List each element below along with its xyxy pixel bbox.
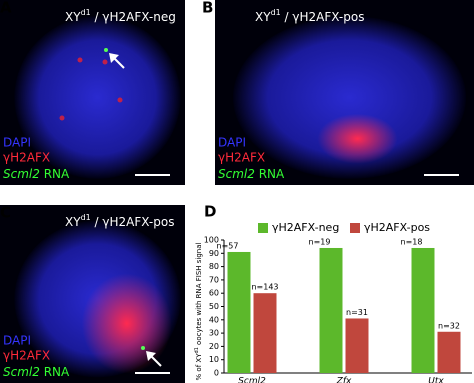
h2afx-dot bbox=[102, 59, 108, 65]
rna: RNA bbox=[259, 167, 285, 181]
legend-rna: Scml2 RNA bbox=[218, 167, 285, 181]
legend-label: γH2AFX-pos bbox=[364, 221, 430, 234]
title-sup: d1 bbox=[271, 8, 281, 17]
bar bbox=[253, 293, 277, 373]
legend-rna: Scml2 RNA bbox=[3, 167, 70, 181]
bar bbox=[227, 251, 251, 373]
y-tick-label: 70 bbox=[209, 275, 219, 284]
panel-label: D bbox=[204, 203, 216, 221]
legend-swatch bbox=[258, 223, 268, 233]
x-tick-label: Scml2 bbox=[238, 377, 266, 383]
panel-title: XYd1 / γH2AFX-pos bbox=[65, 213, 174, 229]
y-tick-label: 80 bbox=[209, 262, 219, 271]
bar bbox=[319, 247, 343, 373]
n-label: n=143 bbox=[251, 283, 278, 292]
y-axis-label: % of XYd1 oocytes with RNA FISH signal bbox=[194, 242, 204, 380]
legend-h2afx: γH2AFX bbox=[3, 349, 50, 363]
gene: Scml2 bbox=[3, 365, 40, 379]
title-main: XY bbox=[65, 10, 81, 24]
h2afx-signal bbox=[81, 273, 172, 374]
rna-dot bbox=[141, 346, 145, 350]
y-tick-label: 60 bbox=[209, 289, 219, 298]
bar bbox=[345, 318, 369, 373]
panel-label: A bbox=[0, 0, 12, 17]
title-rest: / γH2AFX-pos bbox=[281, 10, 365, 24]
panel-label: C bbox=[0, 204, 11, 222]
panel-title: XYd1 / γH2AFX-neg bbox=[65, 8, 176, 24]
y-label-main: % of XY bbox=[195, 353, 203, 381]
y-tick-label: 10 bbox=[209, 355, 219, 364]
h2afx-signal bbox=[317, 113, 398, 164]
y-label-sup: d1 bbox=[194, 347, 200, 353]
n-label: n=57 bbox=[217, 241, 239, 250]
gene: Scml2 bbox=[3, 167, 40, 181]
y-tick-label: 100 bbox=[204, 236, 219, 245]
title-main: XY bbox=[65, 215, 81, 229]
legend-h2afx: γH2AFX bbox=[218, 151, 265, 165]
title-sup: d1 bbox=[81, 213, 91, 222]
h2afx-dot bbox=[117, 97, 123, 103]
n-label: n=32 bbox=[438, 321, 460, 330]
y-tick-label: 30 bbox=[209, 329, 219, 338]
legend-dapi: DAPI bbox=[218, 136, 246, 150]
nucleus bbox=[14, 16, 181, 179]
x-tick-label: Utx bbox=[428, 377, 444, 383]
bar bbox=[437, 331, 461, 373]
legend-dapi: DAPI bbox=[3, 334, 31, 348]
rna-dot bbox=[104, 48, 108, 52]
n-label: n=31 bbox=[346, 308, 368, 317]
panel-label: B bbox=[202, 0, 213, 17]
arrow-head bbox=[109, 53, 119, 63]
bar bbox=[411, 247, 435, 373]
legend-h2afx: γH2AFX bbox=[3, 151, 50, 165]
arrow-head bbox=[146, 351, 156, 361]
y-tick-label: 40 bbox=[209, 315, 219, 324]
h2afx-dot bbox=[77, 57, 83, 63]
y-tick-label: 90 bbox=[209, 249, 219, 258]
n-label: n=19 bbox=[309, 237, 331, 246]
title-main: XY bbox=[255, 10, 271, 24]
n-label: n=18 bbox=[401, 237, 423, 246]
y-tick-label: 20 bbox=[209, 342, 219, 351]
title-sup: d1 bbox=[81, 8, 91, 17]
rna: RNA bbox=[44, 365, 70, 379]
h2afx-dot bbox=[59, 115, 65, 121]
y-label-rest: oocytes with RNA FISH signal bbox=[195, 242, 203, 347]
nucleus bbox=[232, 16, 467, 179]
gene: Scml2 bbox=[218, 167, 255, 181]
panel-title: XYd1 / γH2AFX-pos bbox=[255, 8, 364, 24]
x-tick-label: Zfx bbox=[336, 377, 352, 383]
y-tick-label: 50 bbox=[209, 302, 219, 311]
title-rest: / γH2AFX-neg bbox=[91, 10, 176, 24]
rna: RNA bbox=[44, 167, 70, 181]
title-rest: / γH2AFX-pos bbox=[91, 215, 175, 229]
y-tick-label: 0 bbox=[214, 369, 219, 378]
legend-rna: Scml2 RNA bbox=[3, 365, 70, 379]
legend-label: γH2AFX-neg bbox=[272, 221, 339, 234]
legend-dapi: DAPI bbox=[3, 136, 31, 150]
legend-swatch bbox=[350, 223, 360, 233]
